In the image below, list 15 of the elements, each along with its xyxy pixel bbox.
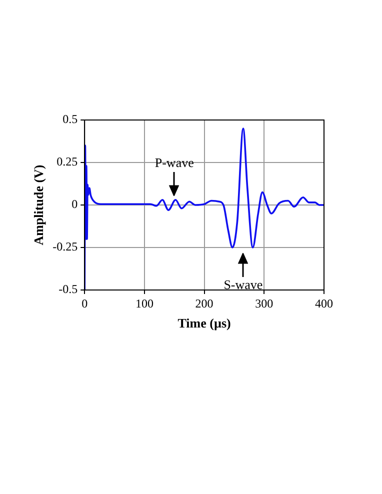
annotation: S-wave <box>224 277 263 292</box>
y-axis-title: Amplitude (V) <box>31 164 46 246</box>
y-tick-label: -0.25 <box>52 240 78 254</box>
x-tick-label: 200 <box>195 296 214 310</box>
x-tick-label: 100 <box>135 296 154 310</box>
y-tick-label: 0.25 <box>56 154 78 169</box>
y-tick-label: -0.5 <box>58 282 78 296</box>
x-tick-label: 300 <box>255 296 274 310</box>
x-tick-label: 0 <box>82 296 88 310</box>
annotation: P-wave <box>154 154 194 170</box>
y-tick-label: 0.5 <box>62 112 78 126</box>
x-tick-label: 400 <box>315 296 333 310</box>
x-axis-title: Time (µs) <box>178 316 231 331</box>
y-tick-label: 0 <box>72 197 78 212</box>
line-series <box>84 128 324 290</box>
